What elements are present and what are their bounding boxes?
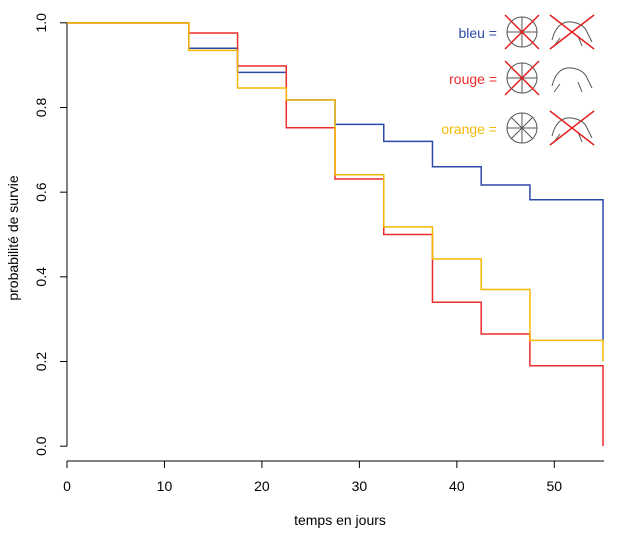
legend-label: orange = — [441, 121, 497, 137]
legend-icons — [504, 14, 595, 146]
x-tick-label: 0 — [63, 478, 71, 494]
y-tick-label: 0.6 — [33, 182, 49, 202]
legend-label: rouge = — [449, 71, 497, 87]
y-tick-label: 0.2 — [33, 352, 49, 372]
survival-curve — [67, 22, 604, 362]
x-tick-label: 10 — [157, 478, 173, 494]
x-tick-label: 30 — [352, 478, 368, 494]
x-tick-label: 50 — [547, 478, 563, 494]
y-tick-label: 1.0 — [33, 13, 49, 33]
y-axis-label: probabilité de survie — [5, 175, 21, 301]
y-tick-label: 0.0 — [33, 436, 49, 456]
y-tick-label: 0.8 — [33, 98, 49, 118]
survival-curve — [67, 22, 604, 447]
legend-label: bleu = — [458, 25, 497, 41]
survival-curve — [67, 22, 604, 341]
x-tick-label: 20 — [254, 478, 270, 494]
x-tick-label: 40 — [449, 478, 465, 494]
x-axis-label: temps en jours — [294, 512, 386, 528]
y-tick-label: 0.4 — [33, 267, 49, 287]
